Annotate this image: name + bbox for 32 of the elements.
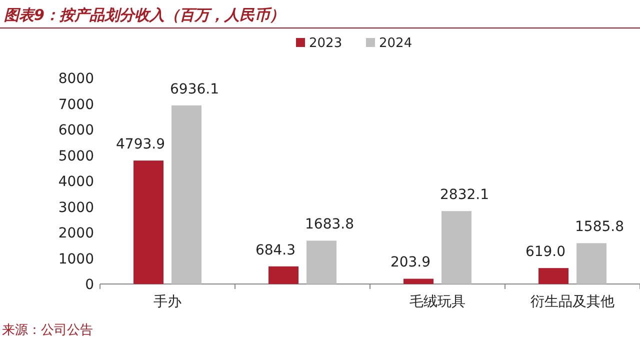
data-label: 684.3 [255,242,296,258]
bar [172,105,202,284]
bar [538,268,568,284]
x-tick-label: 手办 [154,294,182,310]
x-tick-label: 毛绒玩具 [410,294,466,310]
bar [268,266,298,284]
y-tick-label: 6000 [58,122,94,138]
y-tick-label: 0 [85,277,94,293]
bar [442,211,472,284]
data-label: 1683.8 [305,216,354,233]
x-tick-label: 衍生品及其他 [530,294,614,310]
data-label: 2832.1 [440,187,489,204]
y-tick-label: 1000 [58,251,94,268]
y-tick-label: 3000 [58,200,94,216]
data-label: 203.9 [390,254,431,271]
data-label: 4793.9 [116,136,165,153]
data-label: 1585.8 [575,219,624,236]
bar [306,240,336,284]
y-tick-label: 8000 [58,71,94,87]
source-note: 来源：公司公告 [2,323,93,338]
data-label: 619.0 [525,244,566,260]
y-tick-label: 7000 [58,96,94,113]
y-tick-label: 4000 [58,174,94,190]
bar [404,278,434,284]
legend-label: 2023 [309,36,342,51]
bar [134,160,164,284]
y-tick-label: 2000 [58,226,94,242]
bar [576,243,606,284]
chart-title: 图表9：按产品划分收入（百万，人民币） [4,6,284,24]
y-tick-label: 5000 [58,148,94,164]
legend-label: 2024 [379,36,412,51]
data-label: 6936.1 [170,81,219,98]
